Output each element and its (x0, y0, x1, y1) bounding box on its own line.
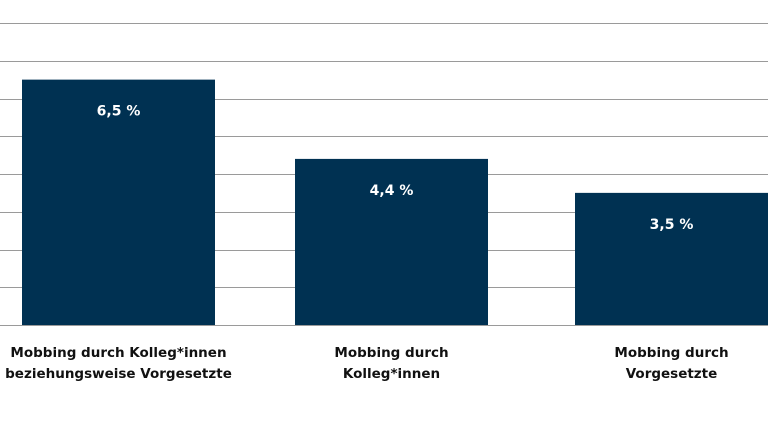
category-label-line: Mobbing durch (614, 345, 728, 361)
bar-value-labels: 6,5 % 4,4 % 3,5 % (97, 104, 694, 233)
category-label: Mobbing durch Kolleg*innen beziehungsweis… (5, 345, 232, 382)
bar-value-label: 6,5 % (97, 104, 141, 120)
category-label: Mobbing durch Kolleg*innen (334, 345, 448, 382)
bar (22, 79, 215, 325)
category-label-line: Mobbing durch (334, 345, 448, 361)
category-label: Mobbing durch Vorgesetzte (614, 345, 728, 382)
category-label-line: Kolleg*innen (343, 366, 440, 382)
bar (295, 158, 488, 325)
category-label-line: beziehungsweise Vorgesetzte (5, 366, 232, 382)
bar-value-label: 4,4 % (370, 183, 414, 199)
bar (575, 192, 768, 325)
bar-value-label: 3,5 % (650, 217, 694, 233)
category-labels: Mobbing durch Kolleg*innen beziehungsweis… (5, 345, 728, 382)
bars (22, 79, 768, 325)
category-label-line: Mobbing durch Kolleg*innen (10, 345, 226, 361)
category-label-line: Vorgesetzte (626, 366, 718, 382)
